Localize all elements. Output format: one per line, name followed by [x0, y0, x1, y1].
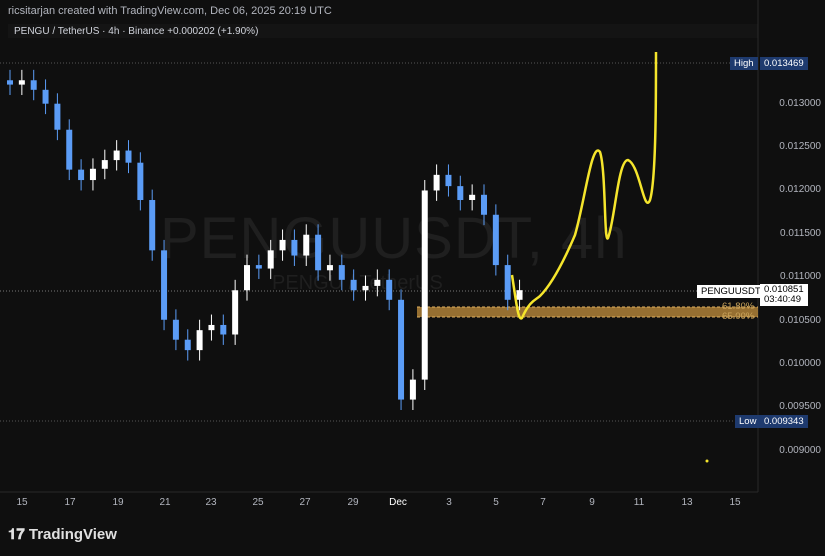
- candle-body: [350, 279, 357, 291]
- candle-body: [66, 129, 73, 170]
- symbol-tag: PENGUUSDT: [697, 285, 765, 298]
- time-tick: 11: [633, 497, 645, 508]
- price-tick: 0.013000: [779, 97, 821, 109]
- projection-dot: [705, 459, 709, 463]
- time-tick: 5: [493, 497, 499, 508]
- time-tick: 29: [347, 497, 359, 508]
- candle-body: [315, 234, 322, 271]
- candle-body: [184, 339, 191, 351]
- candle-body: [481, 194, 487, 215]
- candle-body: [255, 265, 262, 269]
- candle-body: [18, 80, 25, 85]
- candle-body: [220, 324, 227, 335]
- candle-body: [172, 319, 179, 340]
- time-tick: 23: [205, 497, 217, 508]
- last-price-tag: 0.010851 03:40:49: [760, 284, 808, 306]
- candle-body: [149, 200, 156, 251]
- time-tick: 7: [540, 497, 546, 508]
- time-tick: Dec: [389, 497, 407, 508]
- time-tick: 3: [446, 497, 452, 508]
- price-tick: 0.010500: [779, 314, 821, 326]
- candle-body: [374, 279, 381, 286]
- candle-body: [244, 265, 250, 291]
- price-tick: 0.010000: [779, 358, 821, 369]
- time-tick: 17: [64, 497, 76, 508]
- fib-618-label: 61.80%: [722, 301, 755, 312]
- price-tick: 0.012500: [779, 141, 821, 153]
- candle-body: [326, 265, 333, 271]
- candle-body: [267, 250, 274, 269]
- candle-body: [89, 168, 96, 181]
- time-tick: 15: [16, 497, 28, 508]
- candle-body: [196, 330, 203, 351]
- candle-body: [54, 103, 61, 130]
- watermark-description: PENGU / TetherUS: [272, 272, 443, 294]
- projection-path[interactable]: [510, 51, 658, 320]
- candle-body: [137, 162, 144, 201]
- candle-body: [362, 285, 369, 291]
- time-tick: 13: [681, 497, 693, 508]
- fib-65-label: 65.00%: [722, 311, 755, 322]
- candle-body: [42, 89, 49, 104]
- high-label: High: [730, 57, 758, 70]
- price-tick: 0.012000: [779, 184, 821, 196]
- time-tick: 9: [589, 497, 595, 508]
- last-price: 0.010851: [764, 284, 804, 295]
- price-tick: 0.011000: [780, 271, 821, 283]
- fib-zone[interactable]: [417, 307, 758, 317]
- candle-body: [78, 169, 85, 181]
- candle-body: [125, 150, 132, 163]
- time-tick: 27: [299, 497, 311, 508]
- price-tick: 0.011500: [780, 227, 821, 239]
- candle-body: [398, 299, 405, 400]
- candle-body: [113, 150, 120, 161]
- candle-body: [433, 174, 440, 191]
- bar-countdown: 03:40:49: [764, 294, 801, 305]
- time-tick: 15: [729, 497, 741, 508]
- time-tick: 25: [252, 497, 264, 508]
- price-tick: 0.009000: [779, 444, 821, 456]
- time-tick: 21: [159, 497, 171, 508]
- watermark-symbol: PENGUUSDT, 4h: [160, 206, 628, 271]
- low-label: Low: [735, 415, 761, 428]
- candle-body: [469, 194, 476, 201]
- symbol-legend[interactable]: PENGU / TetherUS · 4h · Binance +0.00020…: [8, 24, 758, 38]
- candle-body: [208, 324, 215, 331]
- candle-body: [457, 186, 464, 201]
- candle-body: [161, 250, 168, 320]
- candle-body: [445, 174, 452, 187]
- low-value: 0.009343: [760, 415, 808, 428]
- candle-body: [338, 265, 345, 280]
- candle-body: [30, 80, 37, 90]
- candle-body: [386, 279, 393, 300]
- candle-body: [421, 190, 428, 380]
- time-tick: 19: [112, 497, 124, 508]
- credit-text: ricsitarjan created with TradingView.com…: [8, 5, 332, 17]
- candle-body: [409, 379, 416, 400]
- candle-body: [7, 80, 13, 85]
- candle-body: [492, 214, 499, 266]
- candle-body: [101, 160, 108, 169]
- candle-body: [303, 234, 310, 256]
- price-tick: 0.009500: [779, 401, 821, 413]
- logo-icon: 𝟏𝟕: [8, 526, 29, 543]
- candle-body: [504, 265, 511, 300]
- tradingview-logo[interactable]: 𝟏𝟕 TradingView: [8, 526, 117, 543]
- candles: [7, 69, 523, 410]
- candle-body: [232, 290, 239, 335]
- high-value: 0.013469: [760, 57, 808, 70]
- candle-body: [516, 290, 523, 300]
- candle-body: [279, 239, 286, 251]
- candle-body: [291, 239, 298, 256]
